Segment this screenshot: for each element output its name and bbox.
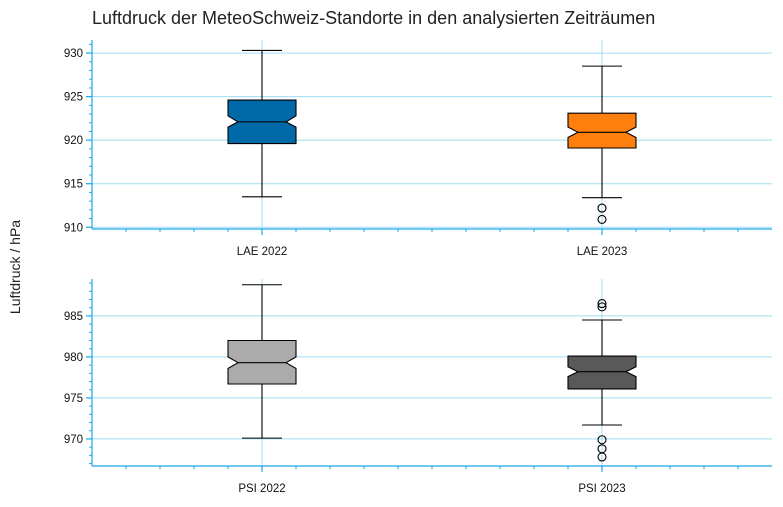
chart-title: Luftdruck der MeteoSchweiz-Standorte in … <box>92 8 655 28</box>
box-body <box>567 355 637 390</box>
outlier-point <box>597 452 607 462</box>
y-tick-label: 925 <box>64 92 83 104</box>
x-category-label: LAE 2023 <box>577 246 628 258</box>
y-tick-label: 980 <box>64 352 83 364</box>
box-lae-2022: LAE 2022 <box>227 49 297 258</box>
panel-2: 970 975 980 985 PSI 2022 PSI 2023 <box>64 279 772 495</box>
outlier-point <box>597 435 607 445</box>
box-psi-2023: PSI 2023 <box>567 299 637 495</box>
y-tick-label: 975 <box>64 393 83 405</box>
y-tick-label: 910 <box>64 222 83 234</box>
outlier-point <box>597 214 607 224</box>
y-tick-label: 920 <box>64 135 83 147</box>
x-category-label: LAE 2022 <box>237 246 288 258</box>
outlier-point <box>597 302 607 312</box>
panel-1: 910 915 920 925 930 LAE 2022 LAE 2023 <box>64 40 772 258</box>
box-lae-2023: LAE 2023 <box>567 65 637 258</box>
outlier-point <box>597 203 607 213</box>
y-tick-label: 915 <box>64 179 83 191</box>
x-category-label: PSI 2023 <box>578 483 625 495</box>
y-tick-label: 930 <box>64 48 83 60</box>
y-tick-label: 985 <box>64 311 83 323</box>
y-tick-label: 970 <box>64 434 83 446</box>
chart-panels: 910 915 920 925 930 LAE 2022 LAE 2023 970 975 980… <box>64 40 772 495</box>
box-body <box>567 112 637 149</box>
y-axis-label: Luftdruck / hPa <box>7 220 23 314</box>
outlier-point <box>597 299 607 309</box>
box-psi-2022: PSI 2022 <box>227 284 297 495</box>
x-category-label: PSI 2022 <box>238 483 285 495</box>
